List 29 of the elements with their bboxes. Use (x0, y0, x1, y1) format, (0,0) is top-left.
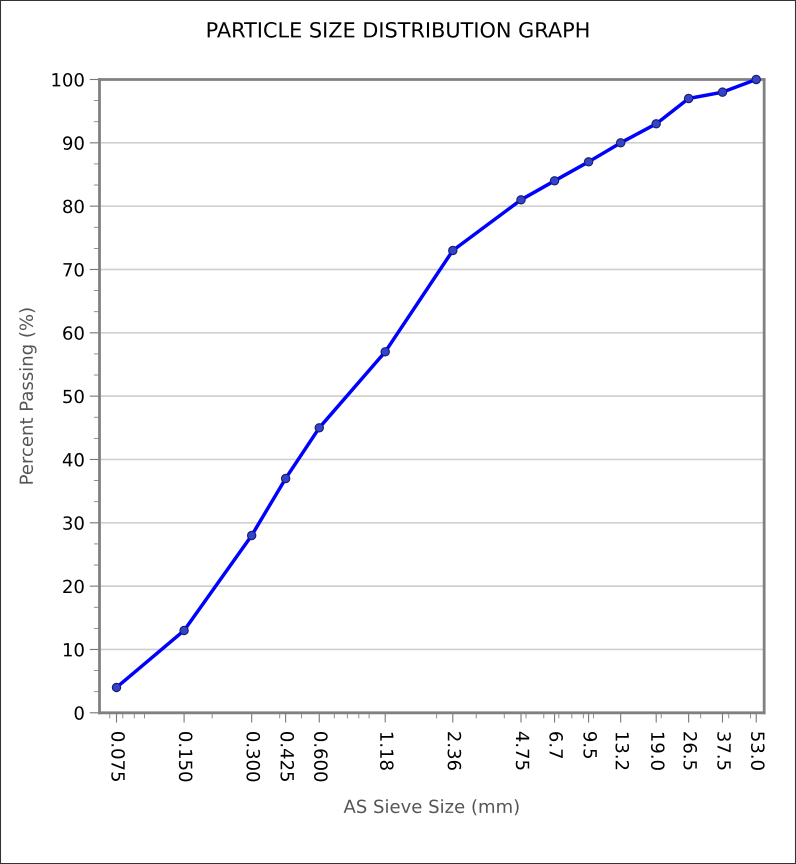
x-tick-label: 4.75 (516, 732, 530, 770)
y-tick-label: 10 (64, 642, 84, 657)
y-tick-label: 100 (52, 72, 84, 87)
y-tick-label: 20 (63, 580, 84, 594)
x-tick-label: 0.300 (246, 732, 260, 782)
y-tick-label: 30 (63, 516, 84, 530)
x-tick-label: 0.600 (314, 732, 328, 782)
y-axis-title: Percent Passing (%) (19, 308, 37, 484)
x-tick-label: 13.2 (615, 732, 630, 770)
x-tick-label: 53.0 (750, 732, 765, 770)
x-tick-label: 0.150 (178, 732, 193, 782)
y-tick-label: 70 (63, 262, 84, 277)
y-tick-label: 80 (63, 200, 84, 214)
x-tick-label: 9.5 (583, 732, 598, 758)
x-tick-label: 2.36 (448, 732, 462, 770)
x-axis-title: AS Sieve Size (mm) (344, 799, 519, 816)
y-tick-label: 40 (62, 452, 84, 467)
x-tick-label: 0.425 (280, 732, 294, 781)
x-tick-label: 0.075 (111, 732, 125, 781)
x-tick-label: 6.7 (549, 732, 563, 758)
y-tick-label: 0 (74, 706, 84, 720)
x-tick-label: 26.5 (683, 732, 698, 770)
x-tick-label: 19.0 (650, 732, 665, 770)
chart-title: PARTICLE SIZE DISTRIBUTION GRAPH (208, 22, 588, 38)
y-tick-label: 50 (63, 390, 84, 404)
x-tick-label: 1.18 (380, 732, 394, 770)
x-tick-label: 37.5 (717, 732, 731, 770)
y-tick-label: 90 (63, 136, 84, 150)
y-tick-label: 60 (63, 326, 84, 340)
